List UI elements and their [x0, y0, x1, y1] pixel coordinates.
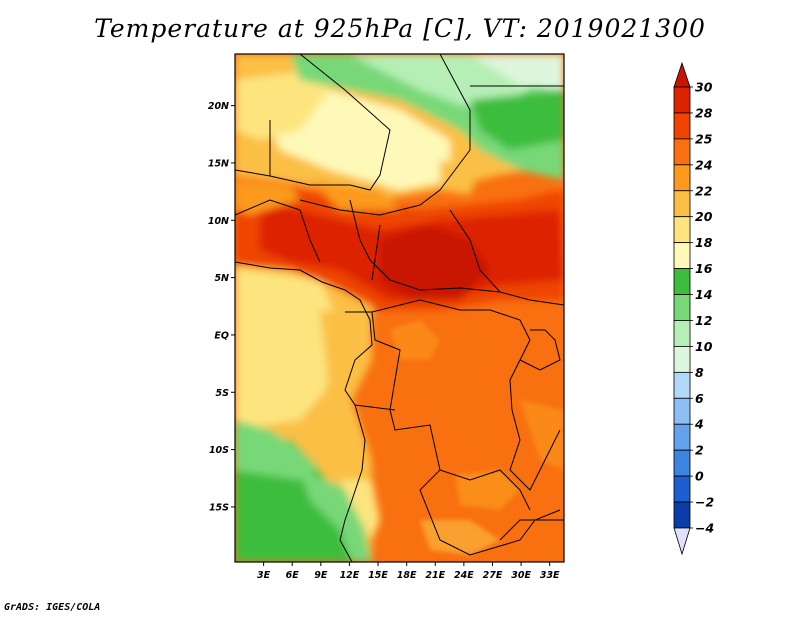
- colorbar-label: 0: [695, 469, 704, 484]
- colorbar-bottom-arrow: [673, 527, 691, 556]
- colorbar-label: 28: [695, 105, 713, 120]
- temperature-field: [235, 54, 564, 562]
- colorbar-label: 30: [695, 80, 713, 95]
- colorbar-label: −4: [695, 521, 714, 536]
- lon-tick-label: 24E: [454, 570, 474, 581]
- colorbar-swatch: [673, 190, 691, 218]
- colorbar-label: 20: [695, 209, 713, 224]
- country-borders: [235, 54, 564, 562]
- lat-tick-label: 15S: [209, 502, 229, 513]
- colorbar-swatch: [673, 501, 691, 529]
- lon-tick-label: 15E: [368, 570, 388, 581]
- lon-tick-label: 27E: [483, 570, 503, 581]
- lon-tick-label: 3E: [257, 570, 271, 581]
- colorbar-label: 10: [695, 339, 713, 354]
- colorbar-swatch: [673, 112, 691, 140]
- colorbar-swatch: [673, 86, 691, 114]
- colorbar-label: 22: [695, 183, 712, 198]
- lat-tick-label: 10N: [208, 216, 229, 227]
- lat-tick-label: 20N: [208, 101, 229, 112]
- map-title: Temperature at 925hPa [C], VT: 201902130…: [94, 14, 706, 43]
- grads-credit: GrADS: IGES/COLA: [4, 602, 101, 613]
- colorbar-label: 6: [695, 391, 704, 406]
- lat-tick-label: 10S: [209, 445, 229, 456]
- colorbar-label: 8: [695, 365, 704, 380]
- colorbar-label: 14: [695, 287, 712, 302]
- colorbar-swatch: [673, 475, 691, 503]
- colorbar-swatch: [673, 320, 691, 347]
- colorbar-swatch: [673, 216, 691, 244]
- lon-tick-label: 9E: [314, 570, 328, 581]
- map-frame: [234, 53, 565, 563]
- colorbar-label: 4: [694, 417, 704, 432]
- lat-tick-label: 5N: [214, 273, 229, 284]
- latitude-axis: 20N 15N 10N 5N EQ 5S 10S 15S: [208, 101, 235, 513]
- lat-tick-label: 15N: [208, 158, 229, 169]
- colorbar-label: −2: [695, 495, 714, 510]
- colorbar-swatch: [673, 268, 691, 295]
- colorbar-swatch: [673, 423, 691, 451]
- colorbar-label: 16: [695, 261, 713, 276]
- colorbar-label: 12: [695, 313, 712, 328]
- lon-tick-label: 33E: [540, 570, 560, 581]
- longitude-axis: 3E 6E 9E 12E 15E 18E 21E 24E 27E 30E 33E: [257, 562, 560, 581]
- lon-tick-label: 18E: [397, 570, 417, 581]
- colorbar-swatch: [673, 449, 691, 477]
- colorbar-swatch: [673, 294, 691, 321]
- colorbar-swatch: [673, 164, 691, 192]
- lon-tick-label: 30E: [511, 570, 531, 581]
- lon-tick-label: 6E: [286, 570, 300, 581]
- colorbar-label: 24: [695, 157, 712, 172]
- colorbar-swatch: [673, 371, 691, 399]
- lon-tick-label: 21E: [425, 570, 445, 581]
- colorbar-swatch: [673, 397, 691, 425]
- colorbar-top-arrow: [673, 61, 691, 88]
- colorbar-swatch: [673, 346, 691, 373]
- colorbar-label: 18: [695, 235, 713, 250]
- colorbar-label: 2: [695, 443, 704, 458]
- lon-tick-label: 12E: [340, 570, 360, 581]
- colorbar-swatch: [673, 138, 691, 166]
- colorbar-label: 25: [695, 131, 713, 146]
- lat-tick-label: 5S: [216, 388, 230, 399]
- colorbar-swatch: [673, 242, 691, 269]
- lat-tick-label: EQ: [214, 330, 229, 341]
